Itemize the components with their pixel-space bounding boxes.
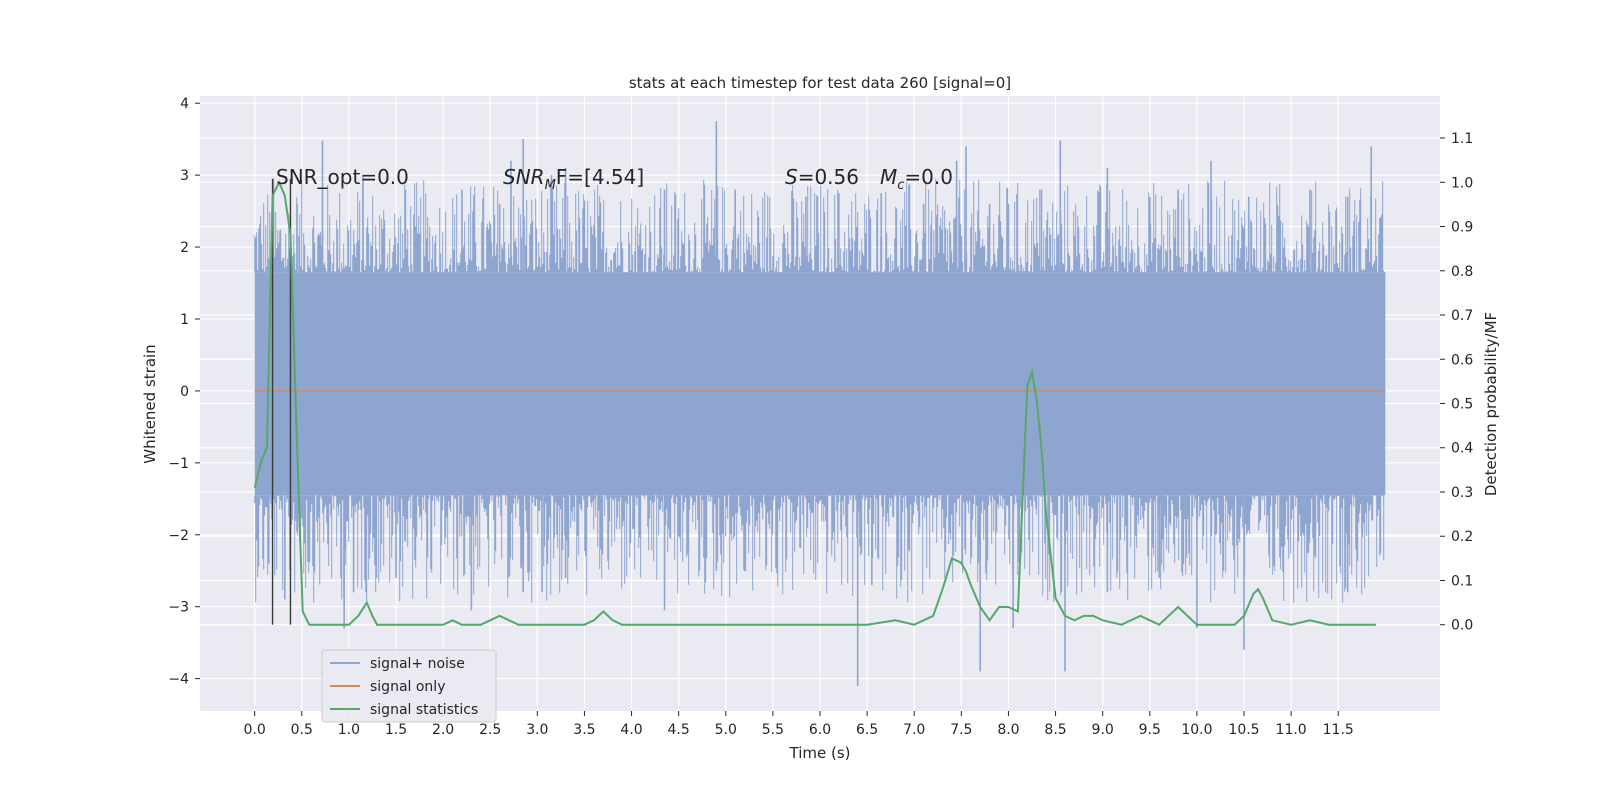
snr-mf-symbol: SNR	[503, 165, 545, 189]
x-tick-label: 2.5	[479, 722, 501, 738]
y-tick-label: 3	[180, 168, 189, 184]
noise-core-band	[254, 272, 1386, 496]
mc-symbol: M	[880, 165, 897, 189]
x-tick-label: 5.5	[762, 722, 784, 738]
y2-tick-label: 0.3	[1451, 485, 1473, 501]
x-tick-label: 6.5	[856, 722, 878, 738]
x-tick-label: 9.0	[1092, 722, 1114, 738]
y2-tick-label: 0.1	[1451, 573, 1473, 589]
x-tick-label: 1.0	[338, 722, 360, 738]
x-tick-label: 0.5	[291, 722, 313, 738]
x-tick-label: 6.0	[809, 722, 831, 738]
s-annotation: S=0.56	[785, 165, 859, 189]
mc-subscript: c	[897, 178, 904, 193]
y2-tick-label: 0.4	[1451, 441, 1473, 457]
legend-box	[321, 649, 497, 723]
snr-mf-subscript: M	[545, 178, 556, 193]
snr-mf-annotation: SNRMF=[4.54]	[503, 165, 644, 193]
legend-label-signal-noise: signal+ noise	[370, 656, 465, 672]
y2-tick-label: 1.1	[1451, 131, 1473, 147]
x-tick-labels: 0.0 0.5 1.0 1.5 2.0 2.5 3.0 3.5 4.0 4.5 5.0 5.5 6.0 6…	[244, 711, 1354, 738]
s-symbol: S	[785, 165, 798, 189]
x-tick-label: 10.5	[1228, 722, 1259, 738]
x-tick-label: 3.0	[526, 722, 548, 738]
y2-tick-label: 0.6	[1451, 352, 1473, 368]
x-tick-label: 7.5	[950, 722, 972, 738]
y2-tick-label: 0.9	[1451, 220, 1473, 236]
signal-statistics-line	[253, 179, 1376, 626]
x-tick-label: 9.5	[1139, 722, 1161, 738]
y-tick-label: 0	[180, 384, 189, 400]
y2-tick-label: 0.7	[1451, 308, 1473, 324]
y2-tick-label: 1.0	[1451, 175, 1473, 191]
y-tick-label: −2	[168, 528, 189, 544]
x-tick-label: 8.5	[1044, 722, 1066, 738]
y2-tick-label: 0.0	[1451, 618, 1473, 634]
y2-tick-label: 0.2	[1451, 529, 1473, 545]
mc-annotation: Mc=0.0	[880, 165, 953, 193]
y-tick-label: 4	[180, 96, 189, 112]
s-value: =0.56	[798, 165, 859, 189]
legend-label-signal-statistics: signal statistics	[370, 702, 478, 718]
y2-tick-labels: 1.1 1.0 0.9 0.8 0.7 0.6 0.5 0.4 0.3 0.2 0.1 0.0	[1440, 131, 1473, 634]
x-tick-label: 5.0	[715, 722, 737, 738]
legend-label-signal-only: signal only	[370, 679, 445, 695]
y-tick-label: 1	[180, 312, 189, 328]
x-tick-label: 7.0	[903, 722, 925, 738]
y-tick-label: −3	[168, 600, 189, 616]
x-tick-label: 1.5	[385, 722, 407, 738]
y2-tick-label: 0.8	[1451, 264, 1473, 280]
x-tick-label: 2.0	[432, 722, 454, 738]
y-tick-label: −4	[168, 672, 189, 688]
y-tick-label: 2	[180, 240, 189, 256]
snr-opt-annotation: SNR_opt=0.0	[276, 165, 409, 189]
x-tick-label: 8.0	[997, 722, 1019, 738]
mc-value: =0.0	[904, 165, 953, 189]
x-tick-label: 4.0	[620, 722, 642, 738]
y-tick-labels: 4 3 2 1 0 −1 −2 −3 −4	[168, 96, 200, 688]
x-axis-label: Time (s)	[789, 744, 851, 762]
y-axis-label: Whitened strain	[141, 344, 159, 463]
y2-tick-label: 0.5	[1451, 397, 1473, 413]
y2-axis-label: Detection probability/MF	[1482, 312, 1500, 496]
legend: signal+ noise signal only signal statist…	[321, 649, 497, 723]
chart-title: stats at each timestep for test data 260…	[629, 74, 1011, 92]
x-tick-label: 4.5	[668, 722, 690, 738]
x-tick-label: 3.5	[573, 722, 595, 738]
noise-lower-texture	[254, 495, 1385, 603]
x-tick-label: 11.5	[1323, 722, 1354, 738]
snr-mf-value: F=[4.54]	[556, 165, 644, 189]
x-tick-label: 0.0	[244, 722, 266, 738]
signal-noise-series	[254, 121, 1386, 686]
x-tick-label: 10.0	[1181, 722, 1212, 738]
x-tick-label: 11.0	[1276, 722, 1307, 738]
y-tick-label: −1	[168, 456, 189, 472]
